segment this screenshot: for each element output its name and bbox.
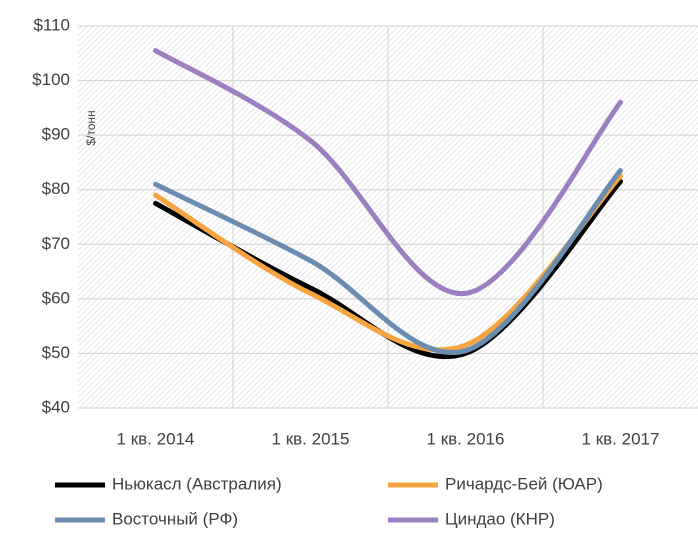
y-tick-label: $50 <box>42 343 70 362</box>
legend-label: Ричардс-Бей (ЮАР) <box>445 474 603 493</box>
y-tick-label: $70 <box>42 234 70 253</box>
legend-label: Ньюкасл (Австралия) <box>112 474 282 493</box>
y-tick-label: $110 <box>33 15 70 34</box>
y-tick-label: $60 <box>42 288 70 307</box>
y-tick-label: $90 <box>42 125 70 144</box>
legend-label: Восточный (РФ) <box>112 509 238 528</box>
x-tick-label: 1 кв. 2016 <box>427 429 505 448</box>
legend-label: Циндао (КНР) <box>445 509 555 528</box>
y-axis-label: $/тонн <box>84 110 98 145</box>
series-line <box>153 48 623 296</box>
x-tick-label: 1 кв. 2015 <box>272 429 350 448</box>
y-tick-label: $80 <box>42 179 70 198</box>
x-tick-label: 1 кв. 2017 <box>582 429 660 448</box>
series-line <box>153 168 623 356</box>
y-tick-label: $100 <box>32 70 70 89</box>
x-tick-label: 1 кв. 2014 <box>117 429 195 448</box>
y-tick-label: $40 <box>42 397 70 416</box>
